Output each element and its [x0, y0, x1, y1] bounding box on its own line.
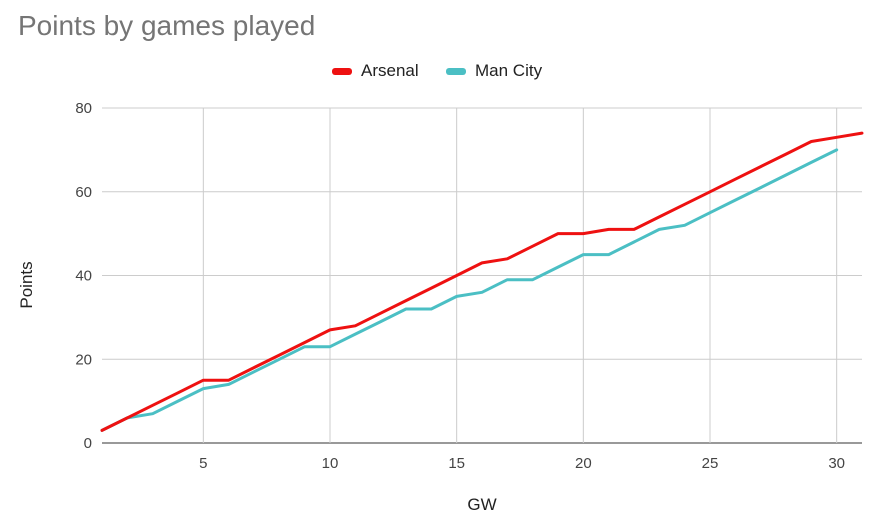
- gridlines: [102, 107, 862, 444]
- series-layer: [100, 131, 864, 432]
- legend-swatch-man-city: [446, 67, 466, 75]
- x-tick-label-5: 5: [199, 455, 207, 472]
- chart-title: Points by games played: [18, 10, 316, 41]
- series-line-man-city: [100, 148, 839, 432]
- x-tick-label-15: 15: [448, 455, 465, 472]
- y-tick-label-80: 80: [75, 100, 92, 117]
- x-tick-label-25: 25: [702, 455, 719, 472]
- x-tick-label-20: 20: [575, 455, 592, 472]
- legend-item-man-city[interactable]: Man City: [446, 60, 542, 82]
- legend-label-arsenal: Arsenal: [361, 61, 419, 80]
- legend-item-arsenal[interactable]: Arsenal: [332, 60, 419, 82]
- series-line-arsenal: [100, 131, 864, 432]
- chart-legend: Arsenal Man City: [0, 60, 876, 82]
- legend-swatch-arsenal: [332, 67, 352, 75]
- y-tick-label-60: 60: [75, 184, 92, 201]
- y-axis-title: Points: [17, 261, 36, 308]
- x-tick-label-10: 10: [322, 455, 339, 472]
- tick-labels: 0 20 40 60 80 5 10 15 20 25 30: [75, 100, 845, 472]
- legend-label-man-city: Man City: [475, 61, 543, 80]
- x-tick-label-30: 30: [828, 455, 845, 472]
- y-tick-label-20: 20: [75, 351, 92, 368]
- y-tick-label-0: 0: [84, 435, 92, 452]
- x-axis-title: GW: [467, 495, 496, 514]
- y-tick-label-40: 40: [75, 268, 92, 285]
